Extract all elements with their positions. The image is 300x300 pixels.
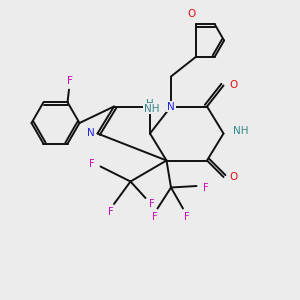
Text: O: O bbox=[188, 9, 196, 19]
Text: F: F bbox=[184, 212, 189, 222]
Text: F: F bbox=[149, 199, 155, 209]
Text: F: F bbox=[108, 207, 114, 218]
Text: O: O bbox=[229, 172, 237, 182]
Text: F: F bbox=[203, 183, 208, 194]
Text: NH: NH bbox=[232, 126, 248, 136]
Text: N: N bbox=[167, 101, 175, 112]
Text: N: N bbox=[87, 128, 95, 139]
Text: F: F bbox=[89, 159, 95, 169]
Text: F: F bbox=[67, 76, 73, 86]
Text: F: F bbox=[152, 212, 158, 222]
Text: H: H bbox=[146, 99, 154, 109]
Text: NH: NH bbox=[144, 103, 159, 114]
Text: O: O bbox=[229, 80, 237, 91]
